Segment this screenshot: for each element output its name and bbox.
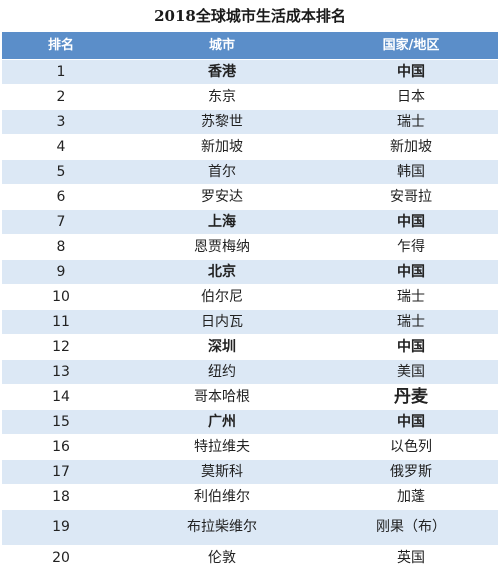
table-row: 13 纽约 美国: [2, 359, 498, 384]
table-row: 19 布拉柴维尔 刚果（布）: [2, 509, 498, 545]
rank-cell: 9: [56, 264, 66, 280]
table-header: 排名 城市 国家/地区: [2, 32, 498, 59]
rank-cell: 1: [56, 64, 66, 80]
city-cell: 布拉柴维尔: [187, 519, 257, 535]
city-cell: 恩贾梅纳: [194, 239, 250, 255]
rank-cell: 6: [56, 189, 66, 205]
table-row: 9 北京 中国: [2, 259, 498, 284]
country-cell: 加蓬: [397, 489, 425, 505]
city-cell: 日内瓦: [201, 314, 243, 330]
country-cell: 瑞士: [397, 314, 425, 330]
city-cell: 新加坡: [201, 139, 243, 155]
table-row: 18 利伯维尔 加蓬: [2, 484, 498, 509]
country-cell: 中国: [397, 414, 425, 430]
rank-cell: 15: [52, 414, 70, 430]
city-cell: 东京: [208, 89, 236, 105]
city-cell: 哥本哈根: [194, 389, 250, 405]
city-cell: 罗安达: [201, 189, 243, 205]
country-cell: 中国: [397, 214, 425, 230]
rank-cell: 4: [56, 139, 66, 155]
country-cell: 以色列: [390, 439, 432, 455]
city-cell: 苏黎世: [201, 114, 243, 130]
city-cell: 上海: [208, 214, 236, 230]
country-cell: 韩国: [397, 164, 425, 180]
rank-cell: 11: [52, 314, 70, 330]
city-cell: 伦敦: [208, 550, 236, 566]
city-cell: 广州: [208, 414, 236, 430]
country-cell: 美国: [397, 364, 425, 380]
city-cell: 利伯维尔: [194, 489, 250, 505]
rank-cell: 18: [52, 489, 70, 505]
table-row: 12 深圳 中国: [2, 334, 498, 359]
table-row: 8 恩贾梅纳 乍得: [2, 234, 498, 259]
table-row: 20 伦敦 英国: [2, 545, 498, 570]
rank-cell: 13: [52, 364, 70, 380]
rank-cell: 8: [56, 239, 66, 255]
country-cell: 乍得: [397, 239, 425, 255]
country-cell: 刚果（布）: [376, 519, 446, 535]
city-cell: 深圳: [208, 339, 236, 355]
country-cell: 英国: [397, 550, 425, 566]
table-row: 10 伯尔尼 瑞士: [2, 284, 498, 309]
rank-cell: 19: [52, 519, 70, 535]
rank-cell: 5: [56, 164, 66, 180]
table-row: 17 莫斯科 俄罗斯: [2, 459, 498, 484]
table-row: 2 东京 日本: [2, 84, 498, 109]
header-city: 城市: [208, 38, 235, 53]
table-row: 4 新加坡 新加坡: [2, 134, 498, 159]
country-cell: 瑞士: [397, 114, 425, 130]
rank-cell: 14: [52, 389, 70, 405]
table-row: 5 首尔 韩国: [2, 159, 498, 184]
ranking-table: 排名 城市 国家/地区 1 香港 中国 2 东京 日本 3 苏黎世 瑞士 4 新…: [2, 32, 498, 570]
rank-cell: 20: [52, 550, 70, 566]
country-cell: 安哥拉: [390, 189, 432, 205]
table-row: 15 广州 中国: [2, 409, 498, 434]
city-cell: 纽约: [208, 364, 236, 380]
table-row: 6 罗安达 安哥拉: [2, 184, 498, 209]
city-cell: 香港: [208, 64, 236, 80]
table-row: 16 特拉维夫 以色列: [2, 434, 498, 459]
header-country: 国家/地区: [382, 38, 440, 53]
rank-cell: 7: [56, 214, 66, 230]
city-cell: 北京: [208, 264, 236, 280]
rank-cell: 12: [52, 339, 70, 355]
table-row: 1 香港 中国: [2, 59, 498, 84]
country-cell: 中国: [397, 64, 425, 80]
country-cell: 新加坡: [390, 139, 432, 155]
table-row: 14 哥本哈根 丹麦: [2, 384, 498, 409]
city-cell: 特拉维夫: [194, 439, 250, 455]
city-cell: 首尔: [208, 164, 236, 180]
country-cell: 瑞士: [397, 289, 425, 305]
table-row: 11 日内瓦 瑞士: [2, 309, 498, 334]
rank-cell: 10: [52, 289, 70, 305]
header-rank: 排名: [47, 38, 74, 53]
city-cell: 莫斯科: [201, 464, 243, 480]
country-cell: 丹麦: [394, 387, 428, 407]
rank-cell: 16: [52, 439, 70, 455]
rank-cell: 3: [56, 114, 66, 130]
country-cell: 中国: [397, 339, 425, 355]
country-cell: 日本: [397, 89, 425, 105]
city-cell: 伯尔尼: [201, 289, 243, 305]
page-title: 2018全球城市生活成本排名: [154, 7, 346, 25]
country-cell: 俄罗斯: [390, 464, 432, 480]
table-row: 7 上海 中国: [2, 209, 498, 234]
rank-cell: 2: [56, 89, 66, 105]
rank-cell: 17: [52, 464, 70, 480]
country-cell: 中国: [397, 264, 425, 280]
table-row: 3 苏黎世 瑞士: [2, 109, 498, 134]
